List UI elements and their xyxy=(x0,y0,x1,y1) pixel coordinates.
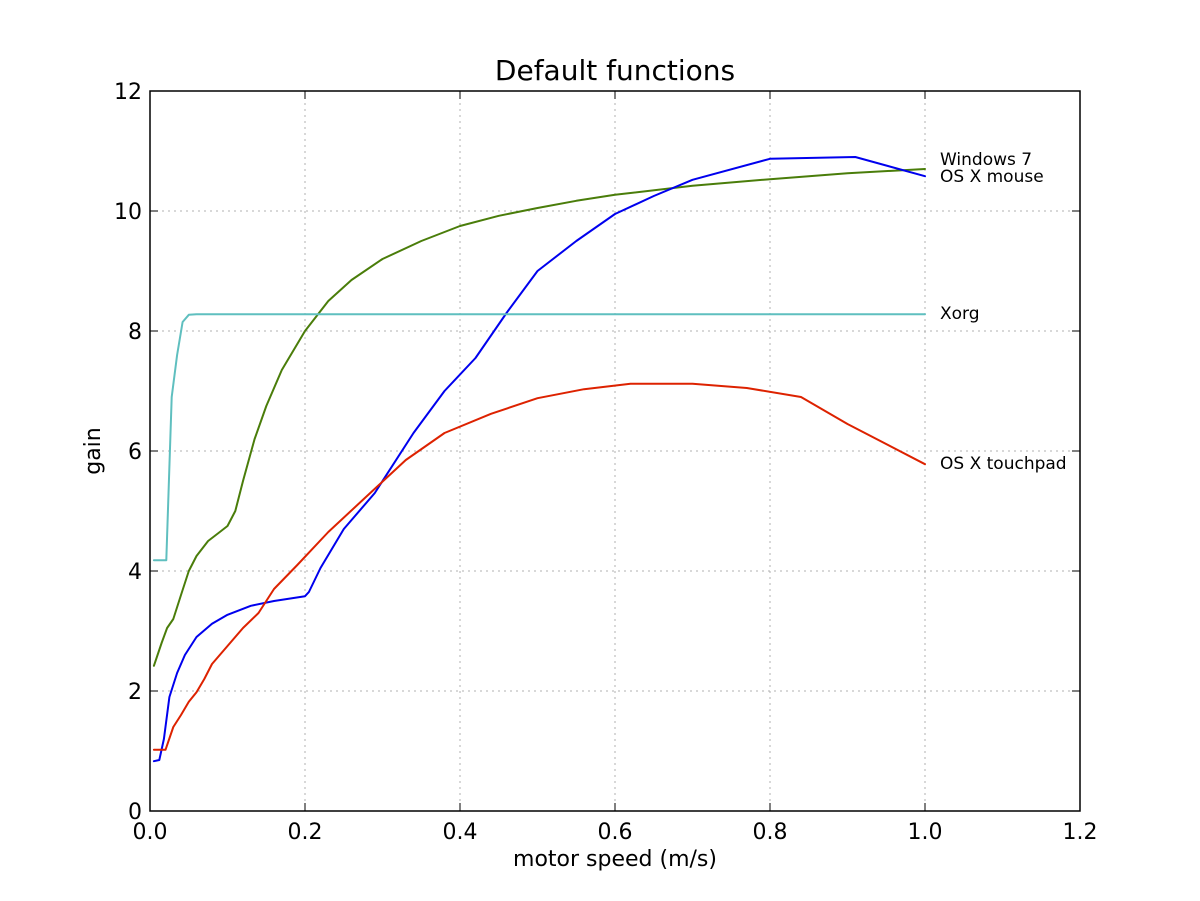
series-line-windows-7 xyxy=(152,168,926,667)
series-labels: Windows 7OS X mouse Xorg OS X touchpad xyxy=(940,150,1067,474)
x-tick-label: 0.2 xyxy=(288,820,323,845)
x-axis-label: motor speed (m/s) xyxy=(513,847,717,872)
grid xyxy=(150,91,1080,811)
y-tick-label: 8 xyxy=(128,320,142,345)
series-label-xorg: Xorg xyxy=(940,304,980,324)
y-tick-label: 4 xyxy=(128,560,142,585)
y-axis-label: gain xyxy=(81,427,106,475)
y-tick-label: 12 xyxy=(114,80,142,105)
series-line-os-x-touchpad xyxy=(152,382,926,751)
x-tick-label: 0.4 xyxy=(443,820,478,845)
series-label-os-x-mouse: OS X mouse xyxy=(940,167,1044,187)
series-label-os-x-touchpad: OS X touchpad xyxy=(940,454,1067,474)
y-tick-label: 6 xyxy=(128,440,142,465)
x-tick-label: 0.6 xyxy=(598,820,633,845)
x-tick-label: 1.2 xyxy=(1063,820,1098,845)
axis-ticks: 0.0 0.2 0.4 0.6 0.8 1.0 1.2 0 2 4 6 8 10 12 xyxy=(114,80,1098,845)
series-line-xorg xyxy=(152,313,926,562)
y-tick-label: 2 xyxy=(128,680,142,705)
x-tick-label: 1.0 xyxy=(908,820,943,845)
x-tick-label: 0.8 xyxy=(753,820,788,845)
series-label-windows-7: Windows 7 xyxy=(940,150,1032,170)
y-tick-label: 0 xyxy=(128,800,142,825)
x-tick-label: 0.0 xyxy=(133,820,168,845)
series-line-os-x-mouse xyxy=(152,156,926,763)
chart-title: Default functions xyxy=(495,54,735,87)
y-tick-label: 10 xyxy=(114,200,142,225)
series-lines xyxy=(152,156,926,763)
